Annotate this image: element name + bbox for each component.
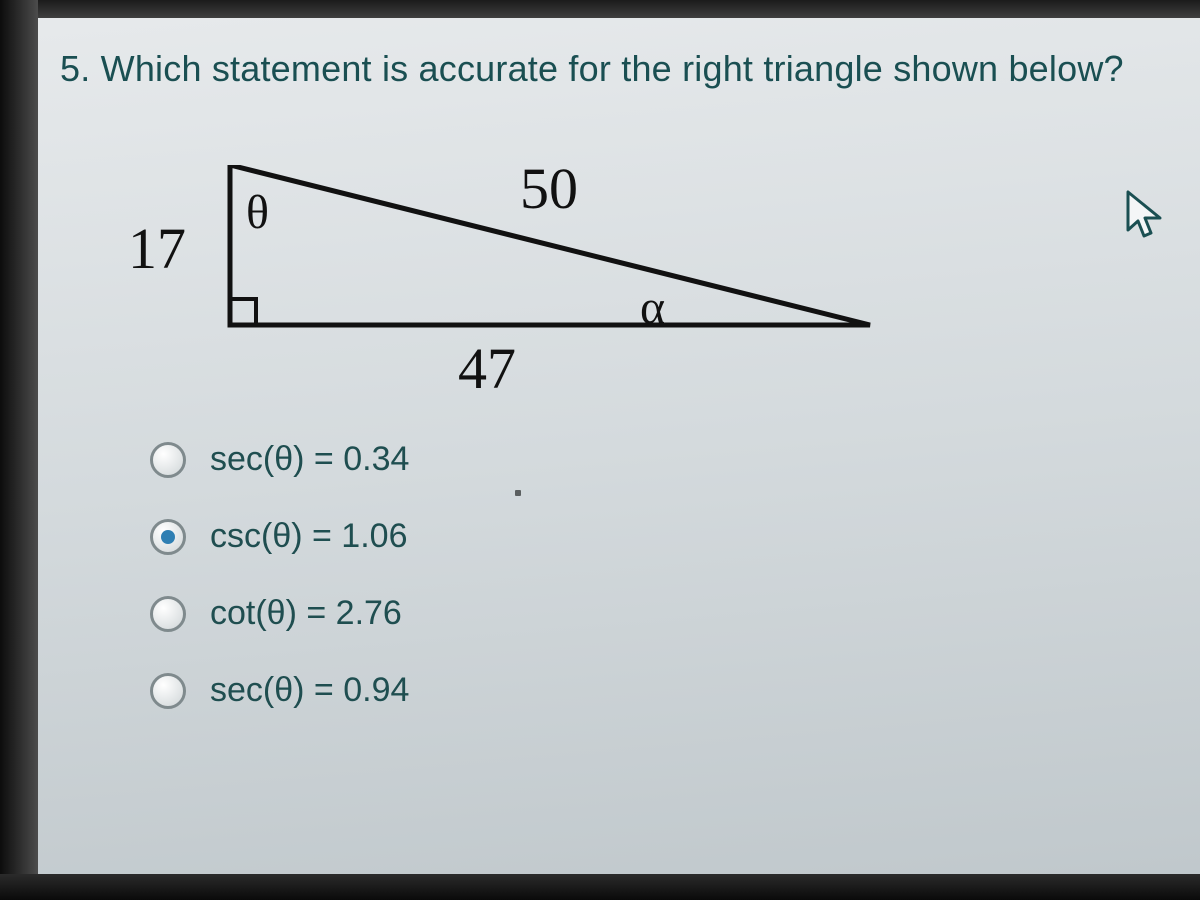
right-angle-marker (230, 299, 256, 325)
option-d-label: sec(θ) = 0.94 (210, 671, 409, 710)
option-d[interactable]: sec(θ) = 0.94 (150, 671, 409, 710)
side-label-base: 47 (458, 335, 516, 402)
question-number: 5. (60, 48, 90, 89)
angle-label-alpha: α (640, 280, 665, 335)
quiz-screen: 5. Which statement is accurate for the r… (0, 0, 1200, 900)
option-b-label: csc(θ) = 1.06 (210, 517, 407, 556)
option-a-label: sec(θ) = 0.34 (210, 440, 409, 479)
dust-speck (515, 490, 521, 496)
screen-bezel-bottom (0, 874, 1200, 900)
side-label-hypotenuse: 50 (520, 155, 578, 222)
option-b[interactable]: csc(θ) = 1.06 (150, 517, 409, 556)
option-c[interactable]: cot(θ) = 2.76 (150, 594, 409, 633)
option-a[interactable]: sec(θ) = 0.34 (150, 440, 409, 479)
option-c-label: cot(θ) = 2.76 (210, 594, 402, 633)
screen-bezel-top (0, 0, 1200, 18)
cursor-icon (1124, 190, 1168, 246)
radio-a[interactable] (150, 442, 186, 478)
radio-b[interactable] (150, 519, 186, 555)
question-text: 5. Which statement is accurate for the r… (60, 48, 1170, 90)
question-body: Which statement is accurate for the righ… (101, 48, 1124, 89)
screen-bezel-left (0, 0, 38, 900)
radio-c[interactable] (150, 596, 186, 632)
radio-d[interactable] (150, 673, 186, 709)
answer-options: sec(θ) = 0.34 csc(θ) = 1.06 cot(θ) = 2.7… (150, 440, 409, 748)
triangle-figure: 17 θ 50 α 47 (200, 165, 920, 375)
angle-label-theta: θ (246, 185, 269, 240)
side-label-vertical: 17 (128, 215, 186, 282)
